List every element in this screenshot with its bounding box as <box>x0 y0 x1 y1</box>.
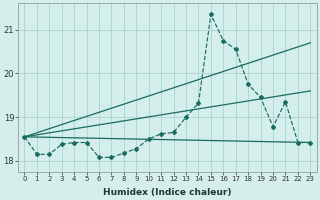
X-axis label: Humidex (Indice chaleur): Humidex (Indice chaleur) <box>103 188 232 197</box>
